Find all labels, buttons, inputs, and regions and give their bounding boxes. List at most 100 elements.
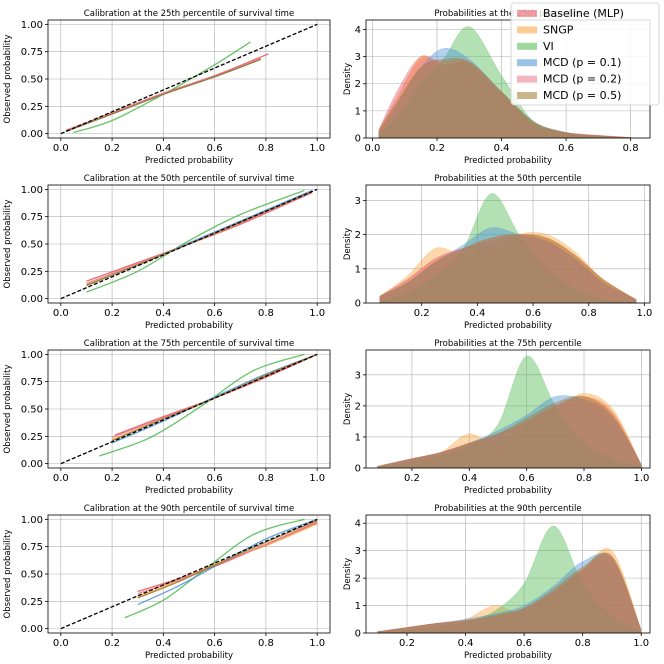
calibration-line — [137, 519, 318, 599]
calibration-line — [137, 523, 318, 598]
y-tick-label: 0 — [355, 299, 361, 310]
density-area — [377, 395, 642, 469]
y-axis-label: Density — [343, 393, 353, 425]
x-tick-label: 0.6 — [207, 308, 223, 319]
x-tick-label: 0.4 — [494, 143, 510, 154]
density-area — [377, 552, 642, 634]
chart-title: Calibration at the 75th percentile of su… — [84, 339, 294, 349]
y-tick-label: 0.75 — [21, 377, 43, 388]
legend-swatch — [517, 59, 537, 67]
y-tick-label: 3 — [355, 52, 361, 63]
y-tick-label: 0.00 — [21, 624, 43, 635]
x-tick-label: 0.2 — [404, 473, 420, 484]
y-tick-label: 0.00 — [21, 129, 43, 140]
y-tick-label: 1 — [355, 264, 361, 275]
x-axis-label: Predicted probability — [464, 156, 552, 166]
x-tick-label: 0.4 — [461, 473, 477, 484]
chart-7: 0.0 0.2 0.4 0.6 0.8 1.0 0.00 0.25 0.50 0.75 1.00 Ca… — [3, 504, 331, 661]
y-tick-label: 0.75 — [21, 212, 43, 223]
legend-swatch — [517, 26, 537, 34]
y-tick-label: 2 — [355, 401, 361, 412]
x-tick-label: 0.8 — [258, 473, 274, 484]
y-tick-label: 0 — [355, 134, 361, 145]
chart-1: 0.0 0.2 0.4 0.6 0.8 1.0 0.00 0.25 0.50 0.75 1.00 Ca… — [3, 9, 331, 166]
density-area — [377, 552, 642, 634]
y-tick-label: 4 — [355, 519, 361, 530]
density-area — [378, 57, 631, 139]
x-tick-label: 0.2 — [104, 308, 120, 319]
x-tick-label: 0.0 — [53, 638, 69, 649]
y-tick-label: 0.00 — [21, 294, 43, 305]
x-tick-label: 0.2 — [414, 308, 430, 319]
density-area — [379, 232, 637, 304]
x-tick-label: 1.0 — [309, 143, 325, 154]
density-area — [378, 57, 631, 139]
x-axis-label: Predicted probability — [464, 651, 552, 661]
y-tick-label: 1 — [355, 106, 361, 117]
y-tick-label: 0.50 — [21, 405, 43, 416]
chart-5: 0.0 0.2 0.4 0.6 0.8 1.0 0.00 0.25 0.50 0.75 1.00 Ca… — [3, 339, 331, 496]
y-tick-label: 3 — [355, 546, 361, 557]
x-tick-label: 0.8 — [258, 638, 274, 649]
reference-diagonal — [60, 518, 318, 630]
x-axis-label: Predicted probability — [464, 486, 552, 496]
y-tick-label: 1.00 — [21, 20, 43, 31]
axes-frame — [365, 184, 651, 304]
x-tick-label: 0.8 — [575, 638, 591, 649]
x-axis-label: Predicted probability — [464, 321, 552, 331]
chart-4: 0.2 0.4 0.6 0.8 1.0 0 1 2 3 Probabilities at the … — [343, 174, 652, 331]
y-tick-label: 1 — [355, 601, 361, 612]
chart-2: 0.0 0.2 0.4 0.6 0.8 0 1 2 3 4 Probabilities at the… — [343, 9, 651, 166]
y-tick-label: 2 — [355, 230, 361, 241]
y-tick-label: 0 — [355, 464, 361, 475]
y-tick-label: 0.25 — [21, 432, 43, 443]
y-tick-label: 4 — [355, 25, 361, 36]
x-tick-label: 0.0 — [53, 473, 69, 484]
x-tick-label: 0.8 — [623, 143, 639, 154]
chart-title: Calibration at the 90th percentile of su… — [84, 504, 294, 514]
x-tick-label: 1.0 — [636, 308, 652, 319]
density-area — [377, 553, 642, 634]
y-tick-label: 0.50 — [21, 570, 43, 581]
density-area — [377, 395, 642, 469]
density-area — [377, 396, 642, 469]
chart-8: 0.2 0.4 0.6 0.8 1.0 0 1 2 3 4 Probabilities at the… — [343, 504, 651, 661]
y-tick-label: 2 — [355, 574, 361, 585]
density-area — [377, 555, 642, 634]
x-tick-label: 0.0 — [53, 308, 69, 319]
calibration-line — [86, 189, 305, 293]
y-tick-label: 1.00 — [21, 515, 43, 526]
legend-label: SNGP — [543, 23, 574, 36]
y-tick-label: 3 — [355, 370, 361, 381]
legend-label: MCD (p = 0.2) — [543, 73, 621, 86]
legend-label: MCD (p = 0.5) — [543, 89, 621, 102]
y-tick-label: 0.50 — [21, 240, 43, 251]
density-area — [377, 393, 642, 469]
density-area — [377, 355, 642, 469]
calibration-line — [137, 518, 318, 606]
x-tick-label: 0.6 — [558, 143, 574, 154]
y-tick-label: 0.25 — [21, 597, 43, 608]
y-tick-label: 0.75 — [21, 542, 43, 553]
y-tick-label: 1 — [355, 432, 361, 443]
legend-label: MCD (p = 0.1) — [543, 56, 621, 69]
calibration-line — [111, 353, 318, 442]
y-tick-label: 0.75 — [21, 47, 43, 58]
chart-title: Calibration at the 50th percentile of su… — [84, 174, 294, 184]
legend-label: Baseline (MLP) — [543, 7, 624, 20]
x-tick-label: 0.4 — [155, 638, 171, 649]
density-area — [377, 548, 642, 634]
legend: Baseline (MLP) SNGP VI MCD (p = 0.1) MCD (p … — [510, 2, 660, 106]
calibration-line — [111, 353, 318, 444]
chart-3: 0.0 0.2 0.4 0.6 0.8 1.0 0.00 0.25 0.50 0.75 1.00 Ca… — [3, 174, 331, 331]
x-tick-label: 0.8 — [258, 143, 274, 154]
x-axis-label: Predicted probability — [145, 321, 233, 331]
y-axis-label: Observed probability — [3, 530, 13, 619]
axes-frame — [365, 349, 651, 469]
x-tick-label: 0.6 — [207, 473, 223, 484]
chart-6: 0.2 0.4 0.6 0.8 1.0 0 1 2 3 Probabilities at the … — [343, 339, 651, 496]
x-tick-label: 0.4 — [155, 473, 171, 484]
x-tick-label: 0.0 — [365, 143, 381, 154]
calibration-line — [99, 353, 305, 457]
